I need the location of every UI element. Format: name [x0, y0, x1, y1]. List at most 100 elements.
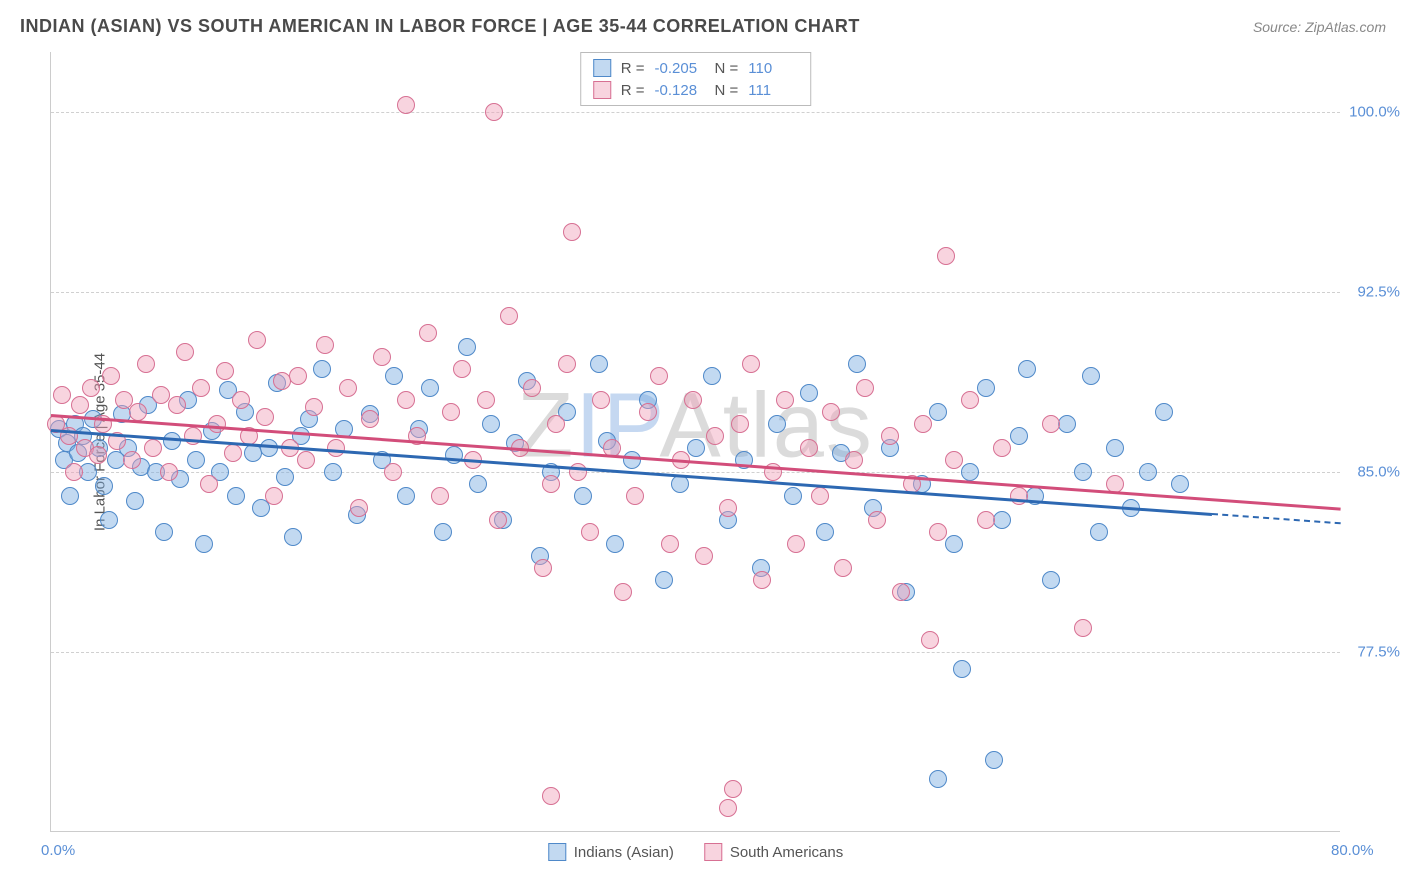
data-point: [639, 403, 657, 421]
gridline: [51, 112, 1340, 113]
data-point: [216, 362, 234, 380]
data-point: [200, 475, 218, 493]
gridline: [51, 652, 1340, 653]
data-point: [881, 427, 899, 445]
data-point: [929, 523, 947, 541]
data-point: [482, 415, 500, 433]
legend-item: Indians (Asian): [548, 843, 674, 861]
data-point: [445, 446, 463, 464]
data-point: [176, 343, 194, 361]
data-point: [160, 463, 178, 481]
legend-label: South Americans: [730, 844, 843, 861]
data-point: [993, 439, 1011, 457]
data-point: [856, 379, 874, 397]
data-point: [1042, 415, 1060, 433]
data-point: [289, 367, 307, 385]
data-point: [614, 583, 632, 601]
chart-source: Source: ZipAtlas.com: [1253, 19, 1386, 35]
data-point: [1074, 619, 1092, 637]
data-point: [1090, 523, 1108, 541]
data-point: [152, 386, 170, 404]
x-tick-label: 0.0%: [41, 842, 75, 859]
data-point: [661, 535, 679, 553]
data-point: [276, 468, 294, 486]
legend-row: R =-0.128N =111: [593, 79, 799, 101]
data-point: [921, 631, 939, 649]
data-point: [95, 477, 113, 495]
legend-swatch: [548, 843, 566, 861]
data-point: [719, 499, 737, 517]
legend-label: Indians (Asian): [574, 844, 674, 861]
data-point: [227, 487, 245, 505]
y-tick-label: 85.0%: [1345, 464, 1400, 481]
data-point: [434, 523, 452, 541]
trend-line-dashed: [1212, 513, 1341, 524]
data-point: [784, 487, 802, 505]
data-point: [563, 223, 581, 241]
data-point: [397, 487, 415, 505]
data-point: [431, 487, 449, 505]
data-point: [523, 379, 541, 397]
data-point: [1074, 463, 1092, 481]
data-point: [144, 439, 162, 457]
data-point: [500, 307, 518, 325]
data-point: [811, 487, 829, 505]
data-point: [385, 367, 403, 385]
data-point: [558, 355, 576, 373]
data-point: [977, 379, 995, 397]
n-value: 111: [748, 82, 798, 99]
data-point: [800, 384, 818, 402]
y-tick-label: 100.0%: [1345, 104, 1400, 121]
data-point: [137, 355, 155, 373]
data-point: [719, 799, 737, 817]
data-point: [100, 511, 118, 529]
data-point: [313, 360, 331, 378]
data-point: [703, 367, 721, 385]
data-point: [155, 523, 173, 541]
data-point: [945, 535, 963, 553]
n-label: N =: [715, 60, 739, 77]
chart-header: INDIAN (ASIAN) VS SOUTH AMERICAN IN LABO…: [20, 16, 1386, 37]
data-point: [731, 415, 749, 433]
data-point: [961, 463, 979, 481]
data-point: [458, 338, 476, 356]
data-point: [590, 355, 608, 373]
data-point: [650, 367, 668, 385]
n-value: 110: [748, 60, 798, 77]
data-point: [224, 444, 242, 462]
y-tick-label: 92.5%: [1345, 284, 1400, 301]
data-point: [977, 511, 995, 529]
data-point: [61, 487, 79, 505]
data-point: [82, 379, 100, 397]
data-point: [123, 451, 141, 469]
data-point: [945, 451, 963, 469]
data-point: [787, 535, 805, 553]
r-label: R =: [621, 60, 645, 77]
data-point: [126, 492, 144, 510]
data-point: [442, 403, 460, 421]
data-point: [868, 511, 886, 529]
legend-swatch: [593, 81, 611, 99]
r-value: -0.128: [655, 82, 705, 99]
data-point: [469, 475, 487, 493]
data-point: [129, 403, 147, 421]
legend-swatch: [704, 843, 722, 861]
data-point: [168, 396, 186, 414]
n-label: N =: [715, 82, 739, 99]
data-point: [695, 547, 713, 565]
data-point: [297, 451, 315, 469]
data-point: [1010, 487, 1028, 505]
data-point: [1171, 475, 1189, 493]
data-point: [71, 396, 89, 414]
data-point: [592, 391, 610, 409]
data-point: [606, 535, 624, 553]
data-point: [929, 770, 947, 788]
data-point: [768, 415, 786, 433]
data-point: [361, 410, 379, 428]
data-point: [929, 403, 947, 421]
data-point: [1155, 403, 1173, 421]
data-point: [623, 451, 641, 469]
legend-row: R =-0.205N =110: [593, 57, 799, 79]
data-point: [397, 391, 415, 409]
data-point: [534, 559, 552, 577]
